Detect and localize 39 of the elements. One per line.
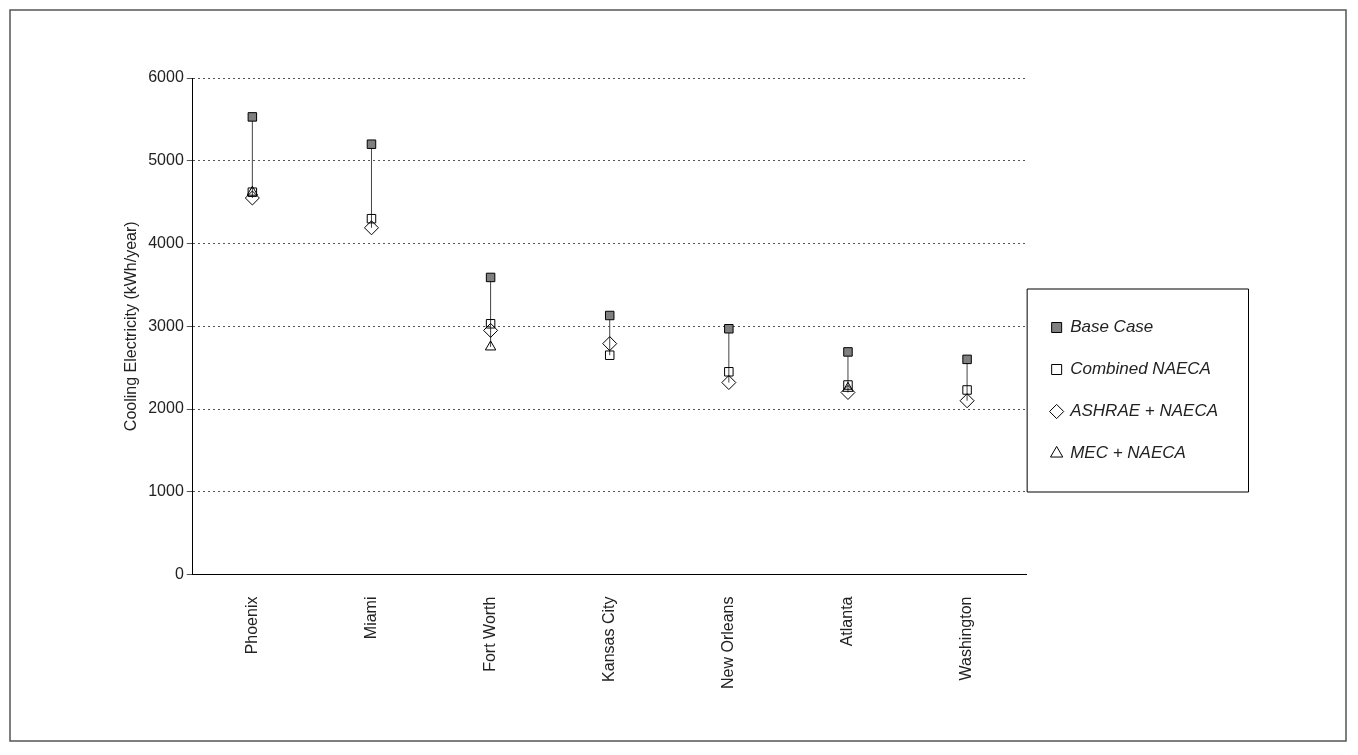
x-tick-label: Washington [957,596,975,681]
x-tick-label: Atlanta [838,596,856,647]
point [247,112,258,122]
legend-label: ASHRAE + NAECA [1069,401,1219,421]
x-tick-label: Fort Worth [481,596,498,672]
point [724,367,734,377]
point [244,190,260,206]
y-tick-label: 5000 [148,151,184,169]
point [485,319,496,329]
point [604,350,615,360]
point [959,393,975,409]
point [962,385,972,395]
y-tick-label: 2000 [148,399,184,417]
y-tick-label: 4000 [148,233,184,251]
y-tick-label: 0 [174,564,184,582]
legend-label: Base Case [1070,317,1154,337]
x-tick-label: Kansas City [600,596,618,682]
point [484,340,497,351]
x-tick-label: Miami [361,596,379,640]
point [366,139,377,149]
point [602,336,618,352]
x-tick-label: New Orleans [719,596,737,690]
point [366,213,377,224]
point [843,347,853,357]
point [363,220,379,236]
y-tick-label: 1000 [148,482,184,500]
point [724,324,734,334]
point [483,322,499,338]
x-tick-label: Phoenix [242,596,260,655]
point [604,310,615,321]
point [840,384,856,400]
legend-label: Combined NAECA [1070,359,1211,379]
y-tick-label: 6000 [148,68,184,86]
point [721,375,737,391]
y-axis-title: Cooling Electricity (kWh/year) [122,221,140,432]
legend-label: MEC + NAECA [1070,443,1186,463]
y-tick-label: 3000 [148,316,184,334]
point [485,272,496,283]
point [962,354,972,365]
